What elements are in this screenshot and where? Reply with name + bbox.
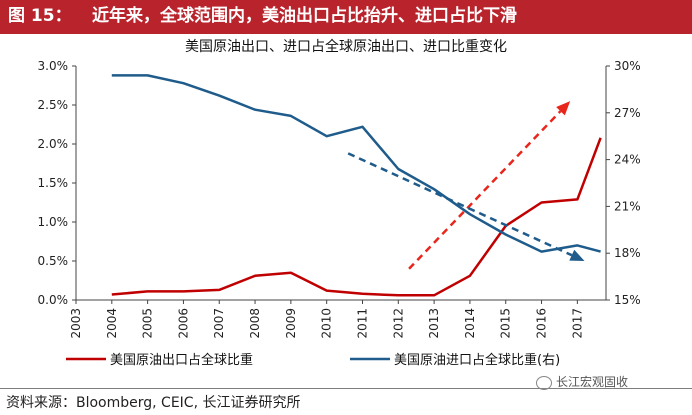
series-line-import xyxy=(111,74,601,253)
legend: 美国原油出口占全球比重 美国原油进口占全球比重(右) xyxy=(66,352,560,368)
right-tick-label: 24% xyxy=(614,153,641,167)
x-tick-label: 2006 xyxy=(176,308,190,339)
x-tick-label: 2010 xyxy=(320,308,334,339)
x-tick-label: 2009 xyxy=(284,308,298,339)
x-tick-label: 2005 xyxy=(141,308,155,339)
trend-arrow-down-line xyxy=(347,152,573,257)
chart-title: 美国原油出口、进口占全球原油出口、进口比重变化 xyxy=(185,38,507,55)
x-tick-label: 2004 xyxy=(105,308,119,339)
right-tick-label: 30% xyxy=(614,59,641,73)
trend-arrows xyxy=(347,101,585,270)
left-tick-label: 1.5% xyxy=(38,176,69,190)
right-tick-label: 18% xyxy=(614,246,641,260)
right-tick-label: 15% xyxy=(614,293,641,307)
x-tick-label: 2008 xyxy=(248,308,262,339)
axes: 0.0% 0.5% 1.0% 1.5% 2.0% 2.5% 3.0% 15% 18% 21% 24%… xyxy=(38,59,641,339)
x-tick-label: 2007 xyxy=(212,308,226,339)
x-tick-label: 2014 xyxy=(463,308,477,339)
bottom-rule xyxy=(0,388,692,389)
left-tick-label: 2.0% xyxy=(38,137,69,151)
x-tick-label: 2015 xyxy=(499,308,513,339)
x-tick-label: 2011 xyxy=(355,308,369,339)
trend-arrow-down-head xyxy=(569,249,585,261)
legend-label-import: 美国原油进口占全球比重(右) xyxy=(394,352,560,368)
figure-title: 近年来，全球范围内，美油出口占比抬升、进口占比下滑 xyxy=(92,6,517,26)
wechat-icon xyxy=(536,375,552,390)
x-tick-label: 2016 xyxy=(535,308,549,339)
x-tick-label: 2017 xyxy=(570,308,584,339)
left-tick-label: 3.0% xyxy=(38,59,69,73)
left-tick-label: 0.5% xyxy=(38,254,69,268)
trend-arrow-up-head xyxy=(556,101,571,116)
watermark-text: 长江宏观固收 xyxy=(556,375,629,389)
left-tick-label: 0.0% xyxy=(38,293,69,307)
trend-arrow-up-line xyxy=(408,110,562,270)
figure-header: 图 15： 近年来，全球范围内，美油出口占比抬升、进口占比下滑 xyxy=(0,0,692,34)
legend-label-export: 美国原油出口占全球比重 xyxy=(110,352,253,368)
x-tick-label: 2003 xyxy=(69,308,83,339)
source-note: 资料来源：Bloomberg, CEIC, 长江证券研究所 xyxy=(6,395,301,411)
x-tick-label: 2013 xyxy=(427,308,441,339)
chart: 美国原油出口、进口占全球原油出口、进口比重变化 0.0% 0.5% 1.0% 1.5%… xyxy=(38,38,641,368)
right-tick-label: 27% xyxy=(614,106,641,120)
x-tick-label: 2012 xyxy=(391,308,405,339)
watermark: 长江宏观固收 xyxy=(536,373,628,390)
series-line-export xyxy=(111,137,602,297)
right-tick-label: 21% xyxy=(614,199,641,213)
left-tick-label: 2.5% xyxy=(38,98,69,112)
figure-label: 图 15： xyxy=(8,6,72,26)
series-layer xyxy=(111,74,602,297)
left-tick-label: 1.0% xyxy=(38,215,69,229)
